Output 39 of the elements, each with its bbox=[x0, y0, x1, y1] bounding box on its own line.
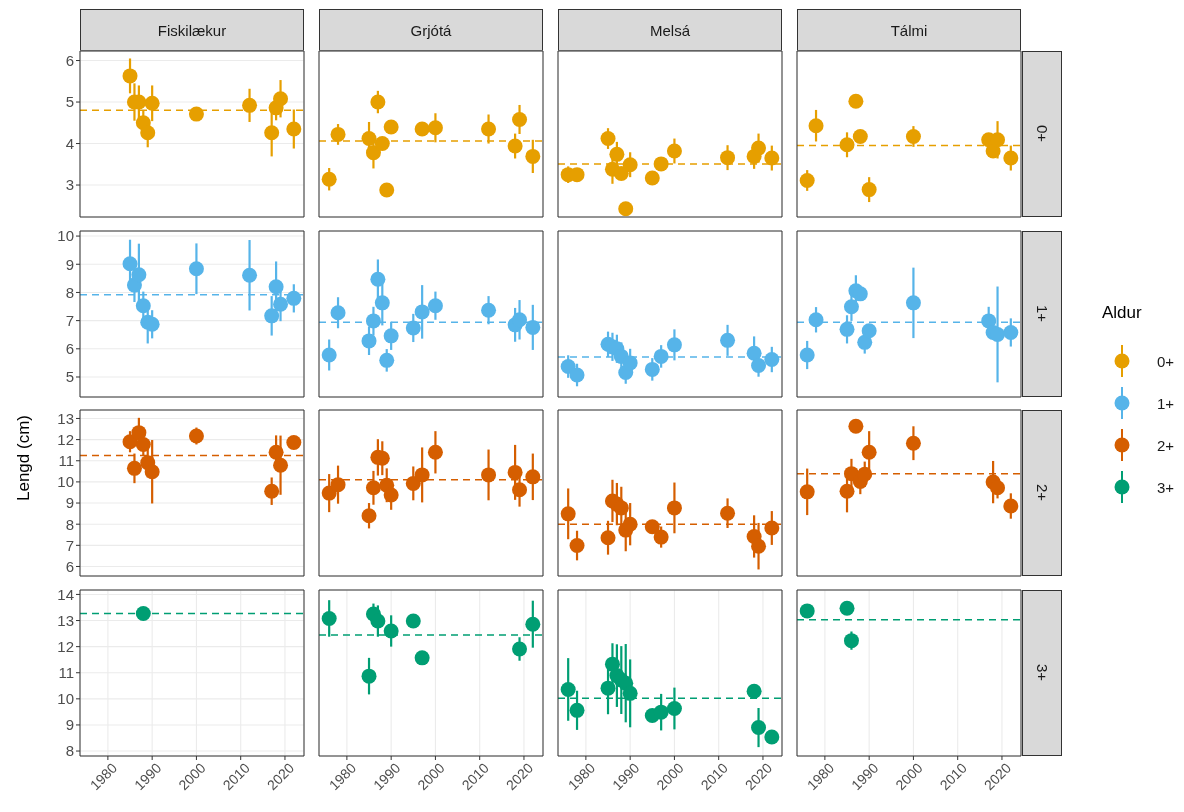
legend-label: 1+ bbox=[1157, 394, 1175, 412]
y-tick-label: 14 bbox=[57, 585, 74, 603]
y-tick-label: 3 bbox=[65, 176, 74, 194]
y-tick-label: 7 bbox=[65, 311, 74, 329]
y-tick-label: 13 bbox=[57, 611, 74, 629]
chart-title: Fiskilækur bbox=[157, 21, 227, 39]
y-tick-label: 8 bbox=[65, 515, 74, 533]
legend-label: 3+ bbox=[1157, 478, 1175, 496]
y-tick-label: 12 bbox=[57, 430, 74, 448]
y-tick-label: 8 bbox=[65, 283, 74, 301]
legend-title: Aldur bbox=[1101, 302, 1143, 324]
y-tick-label: 8 bbox=[65, 741, 74, 759]
text: 0+ bbox=[1033, 125, 1051, 143]
y-tick-label: 13 bbox=[57, 409, 74, 427]
y-tick-label: 5 bbox=[65, 367, 74, 385]
y-tick-label: 10 bbox=[57, 226, 74, 244]
y-tick-label: 12 bbox=[57, 637, 74, 655]
y-tick-label: 5 bbox=[65, 93, 74, 111]
legend-label: 2+ bbox=[1157, 436, 1175, 454]
y-tick-label: 9 bbox=[65, 494, 74, 512]
y-tick-label: 6 bbox=[65, 557, 74, 575]
text: 3+ bbox=[1033, 663, 1051, 682]
y-tick-label: 6 bbox=[65, 339, 74, 357]
legend-label: 0+ bbox=[1157, 352, 1175, 370]
y-tick-label: 9 bbox=[65, 715, 74, 733]
y-axis-title: Lengd (cm) bbox=[14, 415, 34, 501]
y-tick-label: 4 bbox=[65, 134, 74, 152]
y-tick-label: 10 bbox=[57, 689, 74, 707]
y-tick-label: 6 bbox=[65, 51, 74, 69]
chart-title: Tálmi bbox=[890, 21, 928, 39]
y-tick-label: 7 bbox=[65, 536, 74, 554]
y-tick-label: 9 bbox=[65, 255, 74, 273]
chart-title: Melsá bbox=[649, 21, 690, 39]
y-tick-label: 11 bbox=[58, 452, 74, 470]
text: 1+ bbox=[1033, 304, 1051, 323]
y-tick-label: 11 bbox=[58, 663, 74, 681]
text: 2+ bbox=[1033, 484, 1051, 502]
y-tick-label: 10 bbox=[57, 473, 74, 491]
chart-title: Grjótá bbox=[410, 21, 452, 39]
